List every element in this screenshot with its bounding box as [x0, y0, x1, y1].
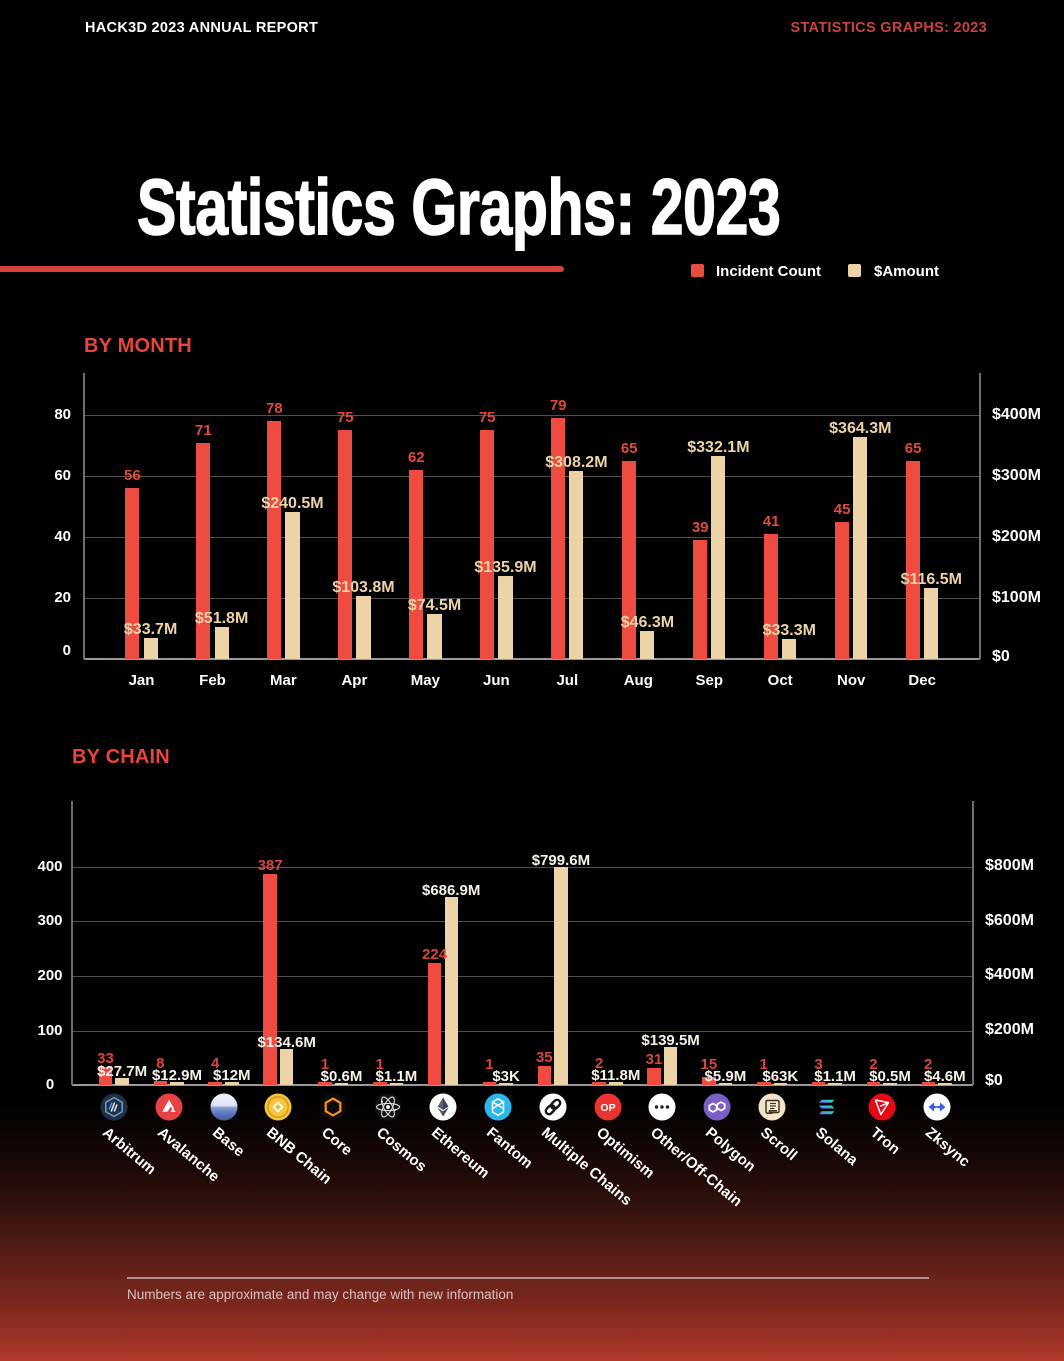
- svg-text:OP: OP: [600, 1102, 615, 1114]
